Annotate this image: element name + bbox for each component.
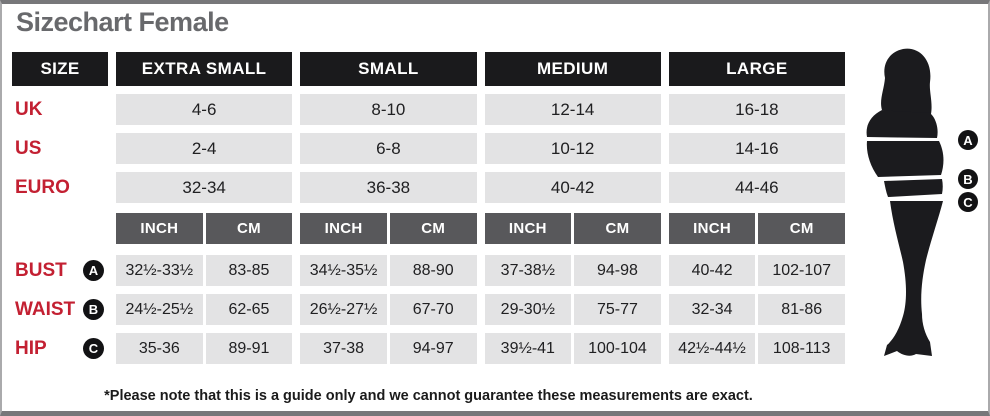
table-cell: 2-4 [116, 133, 293, 164]
marker-b-badge: B [83, 299, 104, 320]
table-row-euro: EURO 32-34 36-38 40-42 44-46 [12, 172, 845, 203]
header-cell-size: SIZE [12, 52, 108, 86]
table-cell: 40-42 [668, 255, 756, 286]
row-label-text: WAIST [15, 298, 76, 320]
row-label-bust: BUST A [12, 255, 108, 286]
table-row-waist: WAIST B 24½-25½ 62-65 26½-27½ 67-70 29-3… [12, 294, 845, 325]
table-cell: 26½-27½ [300, 294, 387, 325]
table-cell: 36-38 [300, 172, 477, 203]
row-label-us: US [15, 137, 42, 159]
unit-header-cm: CM [574, 213, 661, 244]
table-cell: 67-70 [389, 294, 477, 325]
table-cell: 29-30½ [484, 294, 572, 325]
table-cell: 83-85 [205, 255, 293, 286]
table-cell: 42½-44½ [668, 333, 756, 364]
unit-header-cm: CM [758, 213, 845, 244]
table-row-uk: UK 4-6 8-10 12-14 16-18 [12, 94, 845, 125]
table-cell: 102-107 [758, 255, 845, 286]
table-cell: 32½-33½ [116, 255, 203, 286]
table-header-row: SIZE EXTRA SMALL SMALL MEDIUM LARGE [12, 52, 845, 86]
table-cell: 37-38½ [484, 255, 572, 286]
table-cell: 75-77 [574, 294, 661, 325]
table-cell: 6-8 [300, 133, 477, 164]
marker-c-badge: C [83, 338, 104, 359]
table-cell: 89-91 [205, 333, 293, 364]
figure-marker-c: C [958, 192, 978, 212]
row-label-uk: UK [15, 98, 43, 120]
page-title: Sizechart Female [16, 7, 229, 37]
table-cell: 32-34 [668, 294, 756, 325]
table-cell: 35-36 [116, 333, 203, 364]
table-cell: 34½-35½ [300, 255, 387, 286]
marker-a-badge: A [83, 260, 104, 281]
footnote: *Please note that this is a guide only a… [104, 388, 753, 404]
table-cell: 39½-41 [484, 333, 572, 364]
female-silhouette-icon [866, 48, 944, 356]
row-label-text: BUST [15, 259, 67, 281]
table-cell: 37-38 [300, 333, 387, 364]
table-cell: 12-14 [484, 94, 661, 125]
header-cell-small: SMALL [300, 52, 477, 86]
sizechart-table: SIZE EXTRA SMALL SMALL MEDIUM LARGE UK 4… [12, 52, 845, 372]
row-label-euro: EURO [15, 176, 70, 198]
unit-header-inch: INCH [300, 213, 387, 244]
unit-header-cm: CM [205, 213, 293, 244]
table-cell: 32-34 [116, 172, 293, 203]
table-cell: 4-6 [116, 94, 293, 125]
table-cell: 62-65 [205, 294, 293, 325]
header-group: SMALL [300, 52, 477, 86]
table-cell: 88-90 [389, 255, 477, 286]
figure-marker-a: A [958, 130, 978, 150]
unit-header-inch: INCH [668, 213, 756, 244]
table-cell: 44-46 [668, 172, 845, 203]
table-cell: 94-97 [389, 333, 477, 364]
table-cell: 108-113 [758, 333, 845, 364]
table-units-row: INCH CM INCH CM INCH CM INCH CM [12, 213, 845, 244]
header-cell-extra-small: EXTRA SMALL [116, 52, 293, 86]
table-cell: 16-18 [668, 94, 845, 125]
figure-marker-b: B [958, 169, 978, 189]
row-label-waist: WAIST B [12, 294, 108, 325]
header-group: MEDIUM [484, 52, 661, 86]
unit-header-inch: INCH [484, 213, 572, 244]
table-cell: 24½-25½ [116, 294, 203, 325]
table-cell: 10-12 [484, 133, 661, 164]
table-cell: 81-86 [758, 294, 845, 325]
unit-header-inch: INCH [116, 213, 203, 244]
header-group: EXTRA SMALL [116, 52, 293, 86]
unit-header-cm: CM [389, 213, 477, 244]
header-cell-large: LARGE [668, 52, 845, 86]
table-cell: 40-42 [484, 172, 661, 203]
table-row-hip: HIP C 35-36 89-91 37-38 94-97 39½-41 100… [12, 333, 845, 364]
table-row-us: US 2-4 6-8 10-12 14-16 [12, 133, 845, 164]
header-cell-medium: MEDIUM [484, 52, 661, 86]
table-cell: 94-98 [574, 255, 661, 286]
row-label-hip: HIP C [12, 333, 108, 364]
row-label-text: HIP [15, 337, 47, 359]
table-cell: 8-10 [300, 94, 477, 125]
table-row-bust: BUST A 32½-33½ 83-85 34½-35½ 88-90 37-38… [12, 255, 845, 286]
header-group: LARGE [668, 52, 845, 86]
units-row-spacer [12, 213, 108, 244]
table-cell: 100-104 [574, 333, 661, 364]
table-cell: 14-16 [668, 133, 845, 164]
